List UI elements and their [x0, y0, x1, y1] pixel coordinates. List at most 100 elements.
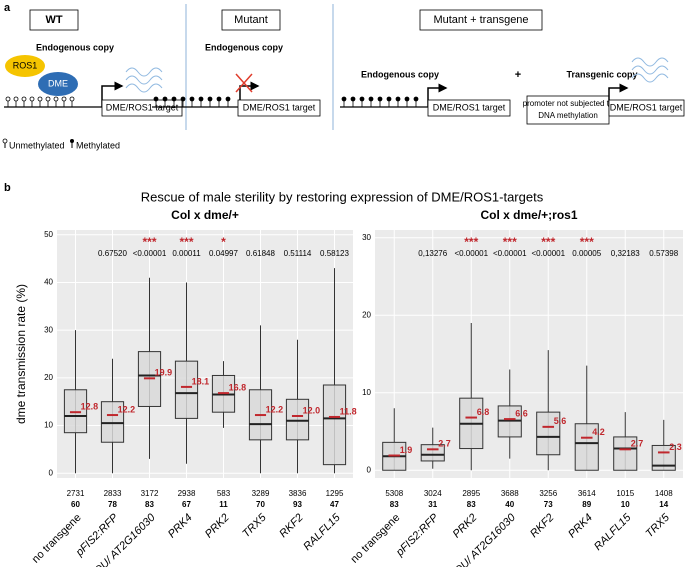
mean-label: 1.9: [400, 445, 413, 455]
p-value: 0.51114: [284, 249, 312, 258]
count: 3836: [289, 489, 307, 498]
mean-label: 2.7: [631, 439, 644, 449]
legend-label: Unmethylated: [9, 140, 65, 150]
x-tick-label: RALFL15: [301, 511, 343, 553]
plant-count: 89: [582, 500, 591, 509]
x-tick-label: RKF2: [277, 512, 305, 540]
count: 1408: [655, 489, 673, 498]
count: 3688: [501, 489, 519, 498]
box: [322, 384, 347, 466]
copy-label: Endogenous copy: [361, 69, 439, 79]
mean-label: 19.9: [155, 368, 173, 378]
plant-count: 10: [621, 500, 630, 509]
plant-count: 40: [505, 500, 514, 509]
x-tick-label: RKF2: [528, 512, 556, 540]
box: [100, 401, 125, 443]
p-value: 0.58123: [320, 249, 349, 258]
plant-count: 73: [544, 500, 553, 509]
count: 1015: [616, 489, 634, 498]
plant-count: 31: [428, 500, 437, 509]
p-value: 0.67520: [98, 249, 127, 258]
heading: Mutant: [234, 14, 268, 26]
count: 3172: [141, 489, 159, 498]
plant-count: 83: [467, 500, 476, 509]
mean-label: 18.1: [192, 376, 210, 386]
target: DME/ROS1 target: [243, 102, 316, 112]
plant-count: 70: [256, 500, 265, 509]
copy-label: Endogenous copy: [205, 42, 283, 52]
heading: WT: [45, 14, 62, 26]
chart-title: Col x dme/+;ros1: [480, 208, 577, 222]
plant-count: 83: [145, 500, 154, 509]
p-value: <0.00001: [493, 249, 527, 258]
count: 583: [217, 489, 231, 498]
x-tick-label: PRK4: [566, 512, 595, 541]
mean-label: 2.3: [669, 442, 682, 452]
y-tick-label: 30: [44, 325, 53, 334]
box: [174, 360, 199, 419]
mean-label: 2.7: [438, 439, 451, 449]
mean-label: 5.6: [554, 416, 567, 426]
y-tick-label: 30: [362, 233, 371, 242]
y-tick-label: 20: [362, 310, 371, 319]
ros1: ROS1: [13, 60, 38, 70]
count: 1295: [326, 489, 344, 498]
x-tick-label: no transgene: [349, 512, 403, 566]
box: [613, 436, 638, 471]
plant-count: 47: [330, 500, 339, 509]
x-tick-label: no transgene: [30, 512, 84, 566]
p-value: <0.00001: [133, 249, 167, 258]
target: DME/ROS1 target: [106, 102, 179, 112]
significance: ***: [464, 235, 478, 249]
panel-label: b: [4, 182, 11, 194]
promoter: promoter not subjected to: [523, 99, 614, 108]
mean-label: 11.8: [340, 406, 357, 416]
x-tick-label: TRX5: [240, 511, 269, 540]
count: 2833: [104, 489, 122, 498]
target: DME/ROS1 target: [433, 102, 506, 112]
x-tick-label: PRK2: [451, 512, 480, 541]
y-tick-label: 10: [44, 421, 53, 430]
count: 3614: [578, 489, 596, 498]
count: 5308: [385, 489, 403, 498]
p-value: 0,13276: [418, 249, 447, 258]
count: 3289: [252, 489, 270, 498]
p-value: <0.00001: [454, 249, 488, 258]
significance: ***: [179, 235, 193, 249]
y-tick-label: 10: [362, 388, 371, 397]
mean-label: 4.2: [592, 427, 605, 437]
mean-label: 6.6: [515, 408, 528, 418]
y-tick-label: 0: [367, 465, 372, 474]
p-value: 0.00005: [572, 249, 601, 258]
mean-label: 16.8: [229, 382, 247, 392]
plant-count: 60: [71, 500, 80, 509]
legend-label: Methylated: [76, 140, 120, 150]
y-axis-label: dme transmission rate (%): [14, 284, 28, 424]
mean-label: 12.0: [303, 405, 321, 415]
chart-title: Col x dme/+: [171, 208, 239, 222]
box: [536, 411, 561, 456]
plus: +: [515, 69, 521, 81]
y-tick-label: 50: [44, 230, 53, 239]
mean-label: 12.8: [81, 402, 99, 412]
significance: ***: [503, 235, 517, 249]
mutant-section: Mutant Endogenous copy DME/ROS1 target: [152, 9, 321, 117]
count: 2731: [67, 489, 85, 498]
significance: ***: [580, 235, 594, 249]
plant-count: 78: [108, 500, 117, 509]
x-tick-label: PLOU/ AT2G16030: [443, 511, 519, 567]
p-value: 0.57398: [649, 249, 678, 258]
significance: *: [221, 235, 226, 249]
mean-label: 12.2: [118, 404, 136, 414]
count: 2895: [462, 489, 480, 498]
significance: ***: [541, 235, 555, 249]
box: [285, 398, 310, 441]
mean-label: 6.8: [477, 407, 490, 417]
transgene-section: Mutant + transgene Endogenous copy + Tra…: [340, 9, 685, 125]
target: DME/ROS1 target: [610, 102, 683, 112]
count: 3256: [539, 489, 557, 498]
plant-count: 11: [219, 500, 228, 509]
dme: DME: [48, 78, 68, 88]
x-tick-label: TRX5: [644, 511, 673, 540]
